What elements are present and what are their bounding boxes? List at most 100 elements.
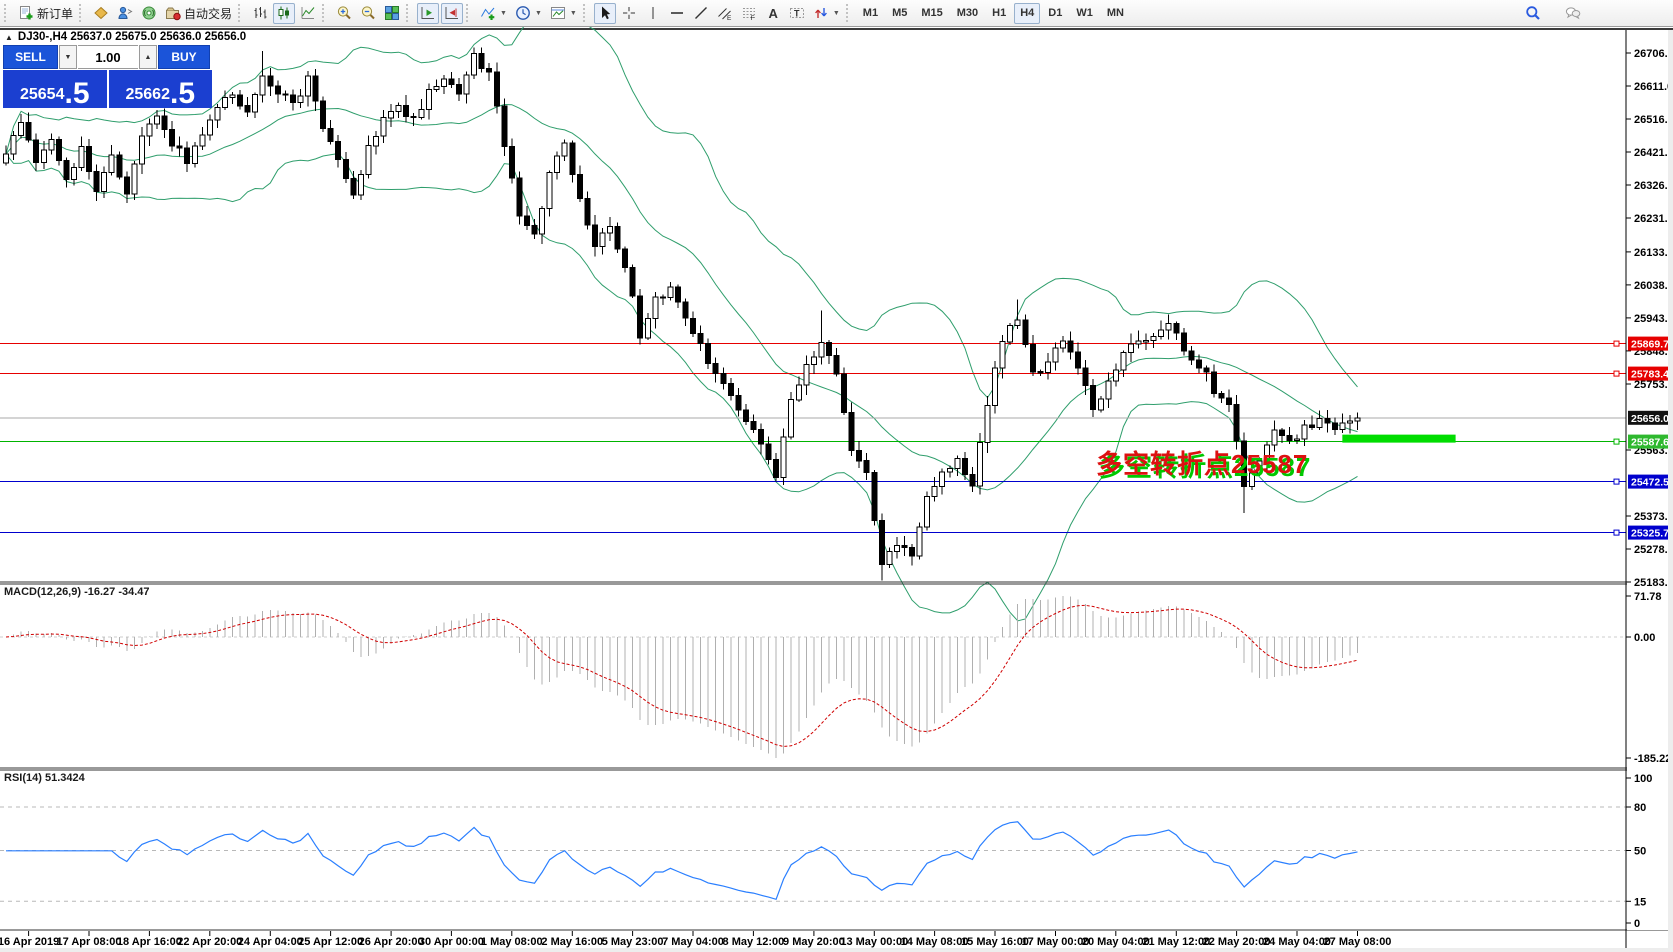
candlestick-chart-button[interactable] [273,2,296,24]
candle-body [591,224,598,247]
vertical-line-button[interactable] [642,3,664,24]
candle-body [976,442,983,487]
candle-body [614,226,621,250]
auto-scroll-button[interactable] [417,2,440,24]
candle-body [878,520,885,566]
candle-body [33,139,40,164]
timeframe-mn[interactable]: MN [1101,3,1130,24]
line-handle[interactable] [1613,529,1620,536]
candle-body [1195,359,1202,369]
signals-button[interactable] [138,3,160,24]
chart-shift-button[interactable] [441,2,464,24]
sell-price-display[interactable]: 25654.5 [3,70,107,108]
volume-input[interactable] [78,45,138,69]
line-handle[interactable] [1613,340,1620,347]
timeframe-h4[interactable]: H4 [1014,2,1041,24]
candle-body [652,296,659,320]
line-chart-button[interactable] [297,3,319,24]
line-handle[interactable] [1613,370,1620,377]
timeframe-m30[interactable]: M30 [951,3,984,24]
time-tick-label: 17 Apr 08:00 [56,936,121,948]
volume-increase-button[interactable]: ▲ [139,45,157,69]
candle-body [350,177,357,196]
chat-icon [1565,5,1581,21]
candle-body [1029,343,1036,373]
cursor-button[interactable] [593,2,616,24]
candle-body [833,355,840,375]
toolbar-grip [406,4,412,22]
equidistant-channel-button[interactable]: E [714,3,736,24]
candle-body [546,172,553,209]
market-watch-button[interactable] [114,3,136,24]
autotrade-button[interactable]: 自动交易 [162,3,235,24]
line-handle[interactable] [1613,438,1620,445]
tile-windows-button[interactable] [381,3,403,24]
community-button[interactable] [1562,3,1584,24]
time-tick-label: 21 May 12:00 [1142,936,1210,948]
sell-price-main: 25654 [19,86,65,103]
timeframe-h1[interactable]: H1 [986,3,1012,24]
price-axis-labels: 26706.0 26611.0 26516.0 26421.0 26326.0 26231… [1626,48,1673,589]
text-button[interactable]: A [762,3,784,24]
volume-decrease-button[interactable]: ▼ [59,45,77,69]
buy-price-main: 25662 [125,86,170,103]
zoom-out-button[interactable] [357,3,379,24]
timeframe-m5[interactable]: M5 [886,3,913,24]
zoom-in-button[interactable] [333,3,355,24]
search-button[interactable] [1522,3,1544,24]
candle-body [765,443,772,460]
bar-chart-button[interactable] [249,3,271,24]
collapse-marker-icon[interactable]: ▲ [5,32,13,42]
sell-button[interactable]: SELL [3,45,58,69]
candle-body [10,135,17,155]
crosshair-button[interactable] [618,3,640,24]
sell-price-pip: .5 [64,76,90,110]
line-handle[interactable] [1613,478,1620,485]
new-order-button[interactable]: 新订单 [15,3,76,24]
time-tick-label: 13 May 00:00 [840,936,908,948]
toolbar: 新订单 自动交易 ▼ ▼ ▼ E F A T ▼ M1 M5 M15 M30 H1 H4 D1 W1 MN [0,0,1673,27]
timeframe-m15[interactable]: M15 [915,3,948,24]
timeframe-w1[interactable]: W1 [1070,3,1099,24]
timeframe-d1[interactable]: D1 [1042,3,1068,24]
toolbar-right-group [1521,3,1585,24]
pane-separator[interactable] [0,767,1673,771]
candle-body [863,460,870,473]
svg-text:100: 100 [1634,773,1652,785]
horizontal-line-button[interactable] [666,3,688,24]
price-tick-label: 26611.0 [1634,81,1673,93]
buy-button[interactable]: BUY [158,45,210,69]
candle-body [916,526,923,557]
candle-body [1007,325,1014,343]
candle-body [297,95,304,104]
indicators-button[interactable]: ▼ [477,3,510,24]
time-tick-label: 16 Apr 2019 [0,936,59,948]
candle-body [622,248,629,268]
svg-text:0: 0 [1634,918,1640,930]
svg-text:71.78: 71.78 [1634,591,1662,603]
crosshair-icon [621,5,637,21]
timeframe-m1[interactable]: M1 [857,3,884,24]
candle-body [1188,350,1195,361]
pane-separator[interactable] [0,581,1673,585]
candle-body [146,123,153,137]
time-tick-label: 18 Apr 16:00 [117,936,182,948]
charts-list-button[interactable] [90,3,112,24]
text-label-button[interactable]: T [786,3,808,24]
time-tick-label: 5 May 23:00 [602,936,664,948]
trendline-button[interactable] [690,3,712,24]
candle-body [1316,417,1323,429]
chart-annotation-text[interactable]: 多空转折点25587 [1096,449,1309,479]
candle-body [1014,319,1021,327]
fibonacci-button[interactable]: F [738,3,760,24]
periods-button[interactable]: ▼ [512,3,545,24]
buy-price-display[interactable]: 25662.5 [108,70,212,108]
arrows-button[interactable]: ▼ [810,3,843,24]
candle-body [237,94,243,107]
candles-layer [3,47,1361,581]
templates-button[interactable]: ▼ [547,3,580,24]
candle-body [1286,435,1293,442]
toolbar-grip [4,4,10,22]
